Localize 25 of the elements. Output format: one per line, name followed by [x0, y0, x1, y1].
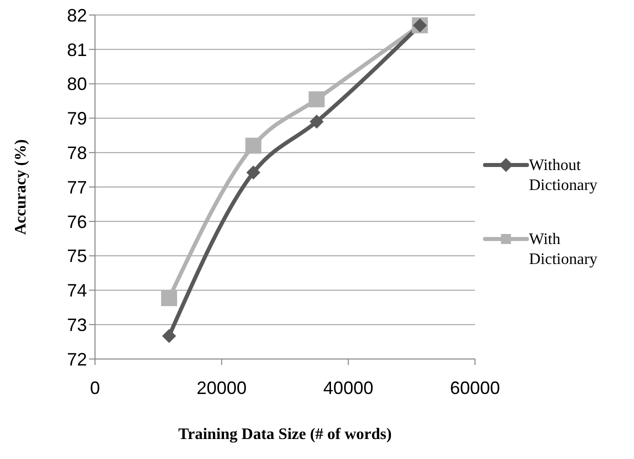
legend-label: Without Dictionary	[529, 156, 598, 196]
legend-label: With Dictionary	[529, 230, 598, 270]
y-tick-label: 79	[66, 108, 87, 129]
point	[310, 114, 324, 129]
y-tick-label: 72	[66, 349, 87, 370]
x-tick-label: 0	[90, 378, 100, 398]
x-tick-label: 40000	[323, 378, 374, 398]
point	[308, 91, 325, 108]
point	[161, 290, 178, 306]
y-tick-label: 78	[66, 142, 87, 163]
y-tick-label: 74	[66, 280, 87, 301]
point	[162, 328, 176, 343]
y-tick-label: 82	[66, 5, 87, 26]
x-tick-label: 60000	[450, 378, 500, 398]
x-tick-label: 20000	[196, 378, 247, 398]
y-tick-label: 73	[66, 314, 87, 335]
y-tick-label: 77	[66, 177, 87, 198]
y-tick-label: 75	[66, 246, 87, 266]
y-tick-label: 76	[66, 212, 87, 232]
y-axis-title: Accuracy (%)	[12, 139, 30, 235]
point	[246, 166, 260, 180]
x-axis-title: Training Data Size (# of words)	[178, 426, 392, 443]
y-tick-label: 81	[66, 40, 87, 60]
point	[245, 138, 262, 154]
y-tick-label: 80	[66, 74, 87, 94]
